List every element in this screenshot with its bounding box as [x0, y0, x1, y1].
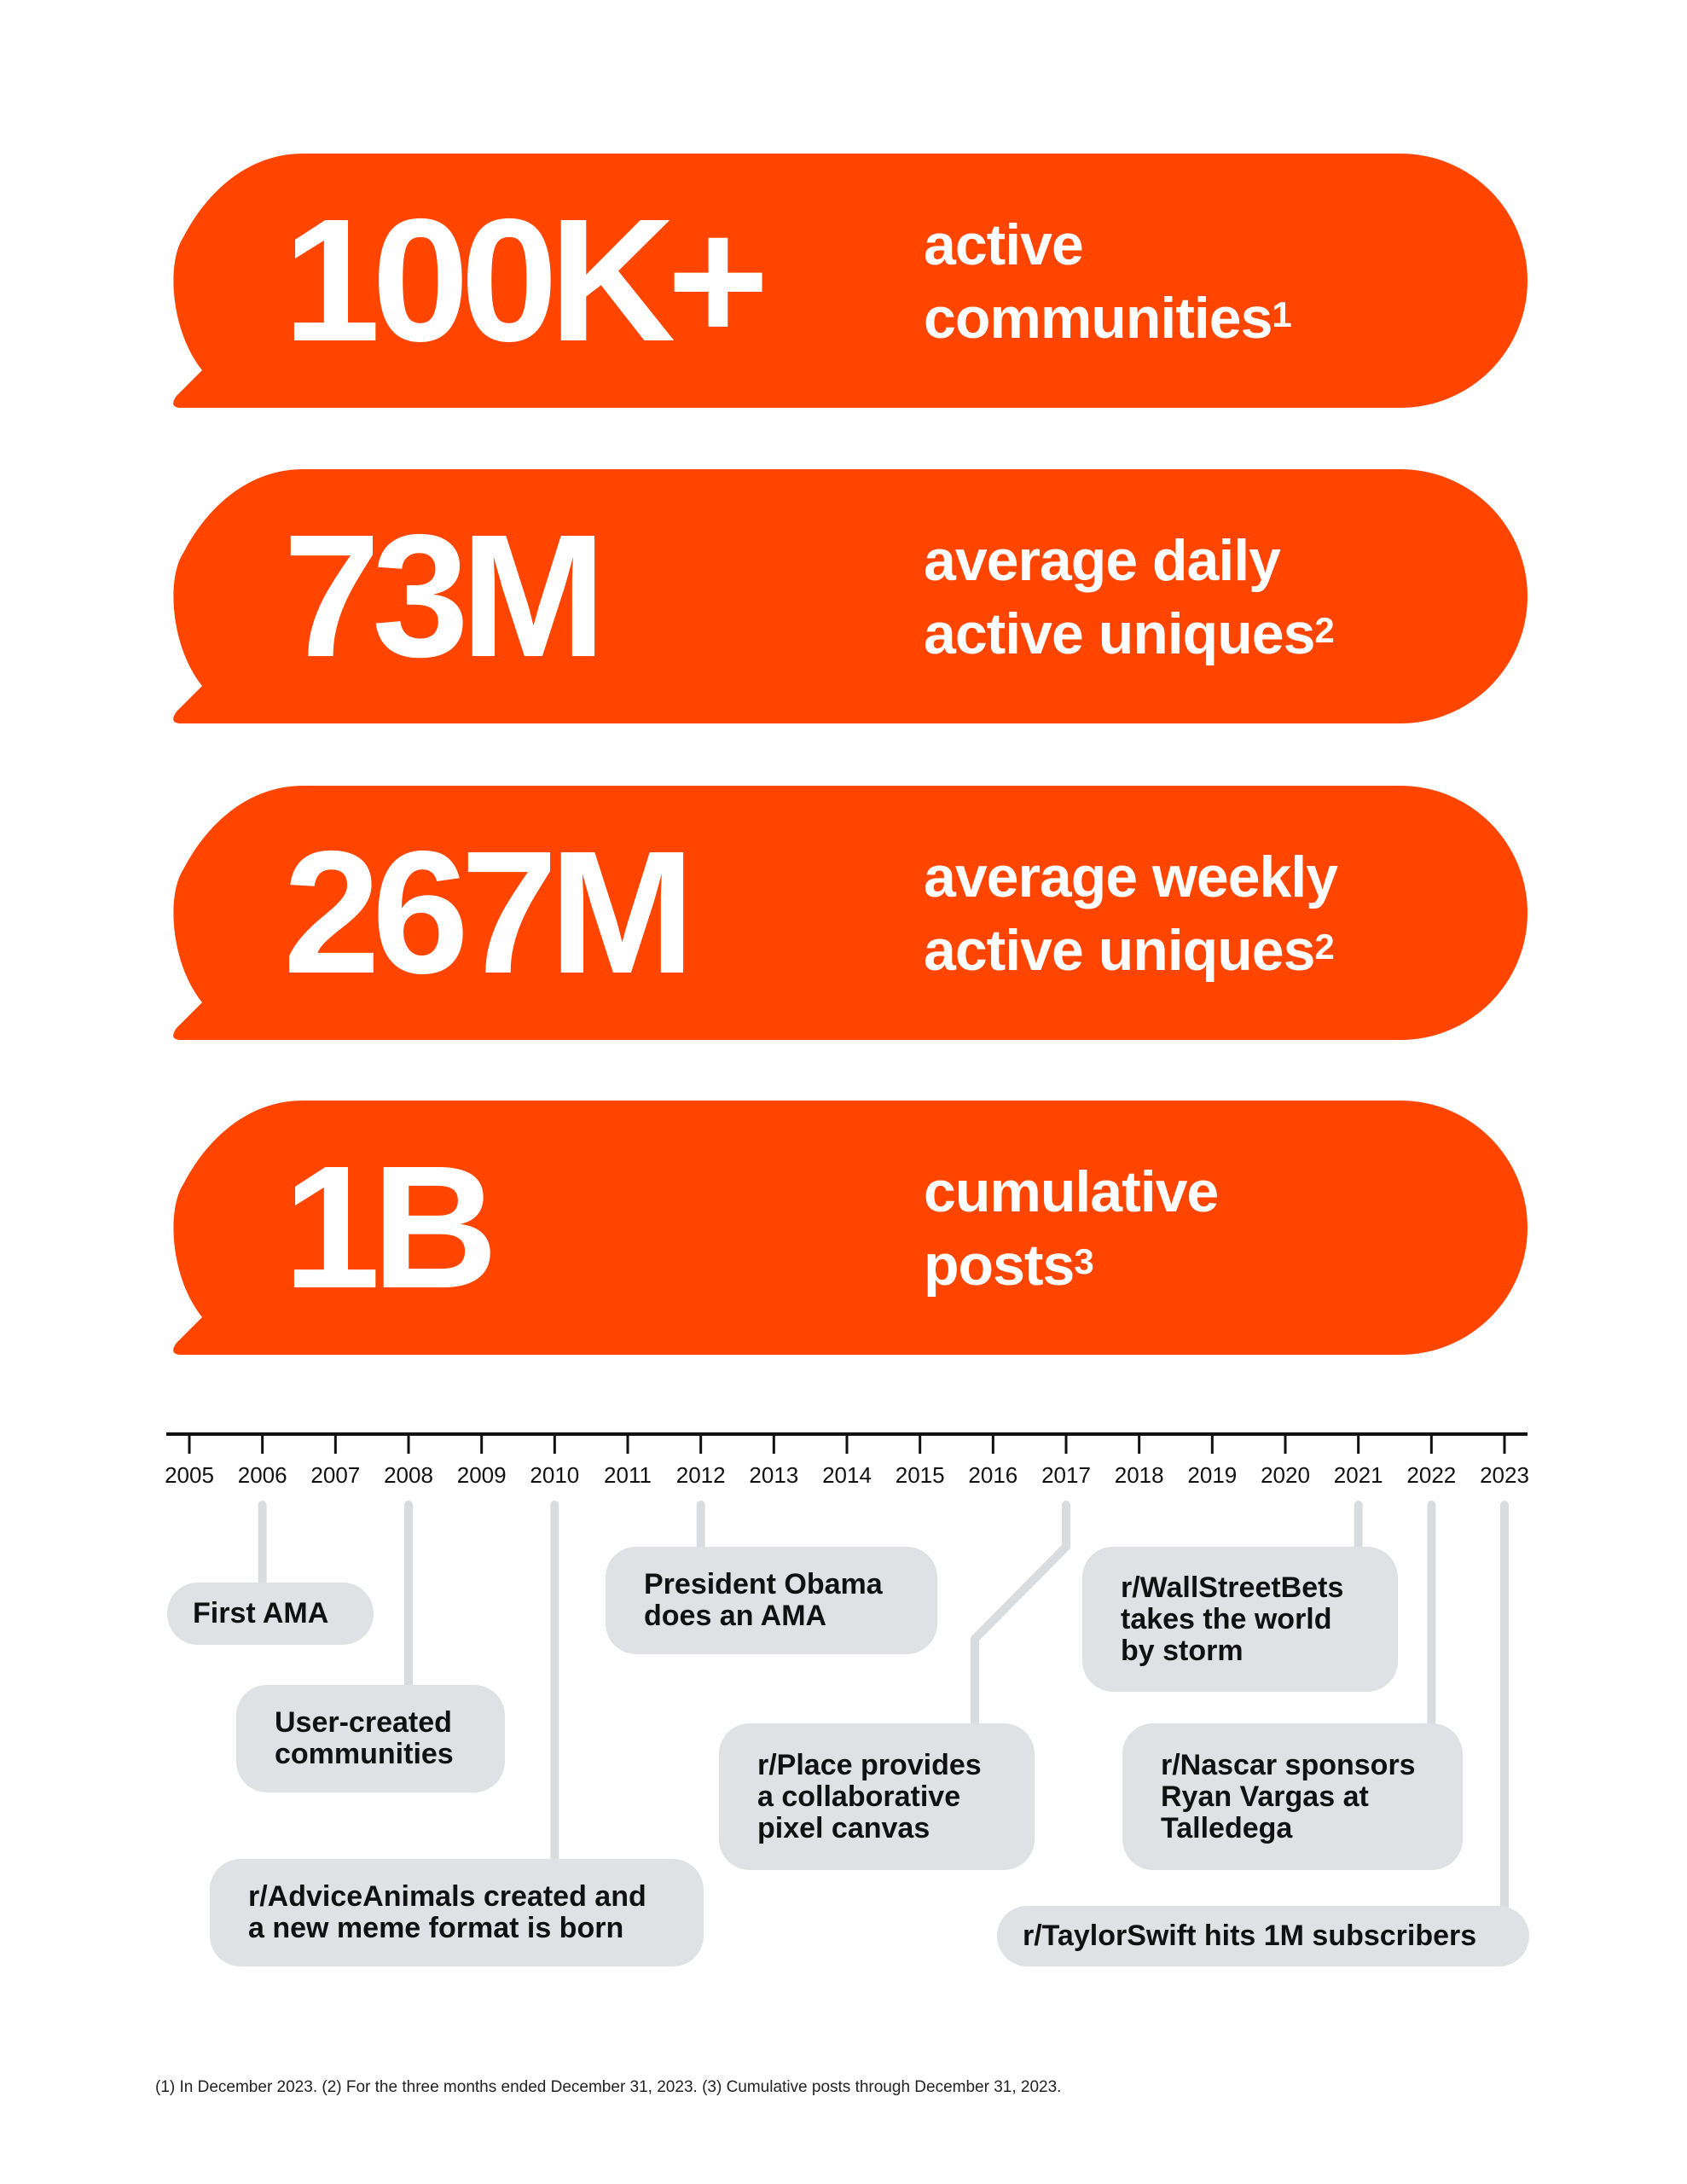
year-label: 2019: [1187, 1462, 1238, 1488]
event-adviceanimals: r/AdviceAnimals created and a new meme f…: [210, 1859, 704, 1966]
event-taylorswift: r/TaylorSwift hits 1M subscribers: [997, 1906, 1529, 1966]
event-user-created-communities: User-created communities: [236, 1685, 505, 1792]
year-label: 2006: [237, 1462, 287, 1488]
event-nascar: r/Nascar sponsors Ryan Vargas at Tallede…: [1122, 1723, 1463, 1870]
year-label: 2005: [165, 1462, 214, 1488]
year-label: 2022: [1406, 1462, 1457, 1488]
event-r-place: r/Place provides a collaborative pixel c…: [719, 1723, 1035, 1870]
speech-bubble-shape: [173, 786, 1528, 1040]
year-label: 2016: [968, 1462, 1018, 1488]
stat-bubble-communities: 100K+ active communities1: [166, 154, 1528, 408]
stat-label: cumulative posts3: [924, 1159, 1219, 1298]
speech-bubble-shape: [173, 1101, 1528, 1355]
stat-value: 73M: [283, 498, 606, 694]
footnote-marker: 3: [1074, 1241, 1093, 1281]
event-obama-ama: President Obama does an AMA: [606, 1547, 937, 1654]
year-label: 2008: [384, 1462, 433, 1488]
stat-bubble-cumulative-posts: 1B cumulative posts3: [166, 1101, 1528, 1355]
year-label: 2015: [895, 1462, 945, 1488]
stat-label: active communities1: [924, 212, 1292, 351]
footnote-marker: 2: [1314, 610, 1334, 650]
stat-value: 267M: [283, 815, 695, 1010]
year-label: 2009: [456, 1462, 507, 1488]
stat-label: average daily active uniques2: [924, 528, 1335, 666]
year-label: 2020: [1261, 1462, 1310, 1488]
year-label: 2023: [1480, 1462, 1529, 1488]
year-label: 2017: [1041, 1462, 1091, 1488]
event-wallstreetbets: r/WallStreetBets takes the world by stor…: [1082, 1547, 1398, 1692]
footnote-marker: 2: [1314, 926, 1334, 967]
stat-value: 1B: [283, 1130, 498, 1325]
stat-label: average weekly active uniques2: [924, 845, 1338, 983]
year-label: 2013: [749, 1462, 799, 1488]
stat-bubble-weekly-uniques: 267M average weekly active uniques2: [166, 786, 1528, 1040]
event-connector: [971, 1501, 1070, 1728]
stat-bubble-daily-uniques: 73M average daily active uniques2: [166, 469, 1528, 723]
footnote: (1) In December 2023. (2) For the three …: [155, 2078, 1062, 2096]
year-label: 2012: [675, 1462, 726, 1488]
speech-bubble-shape: [173, 154, 1528, 408]
year-label: 2021: [1333, 1462, 1383, 1488]
footnote-marker: 1: [1272, 294, 1291, 334]
event-first-ama: First AMA: [167, 1583, 374, 1645]
year-label: 2007: [310, 1462, 361, 1488]
speech-bubble-shape: [173, 469, 1528, 723]
year-label: 2018: [1114, 1462, 1164, 1488]
year-label: 2010: [530, 1462, 580, 1488]
year-label: 2011: [604, 1462, 652, 1488]
year-label: 2014: [822, 1462, 872, 1488]
stat-value: 100K+: [283, 183, 769, 378]
